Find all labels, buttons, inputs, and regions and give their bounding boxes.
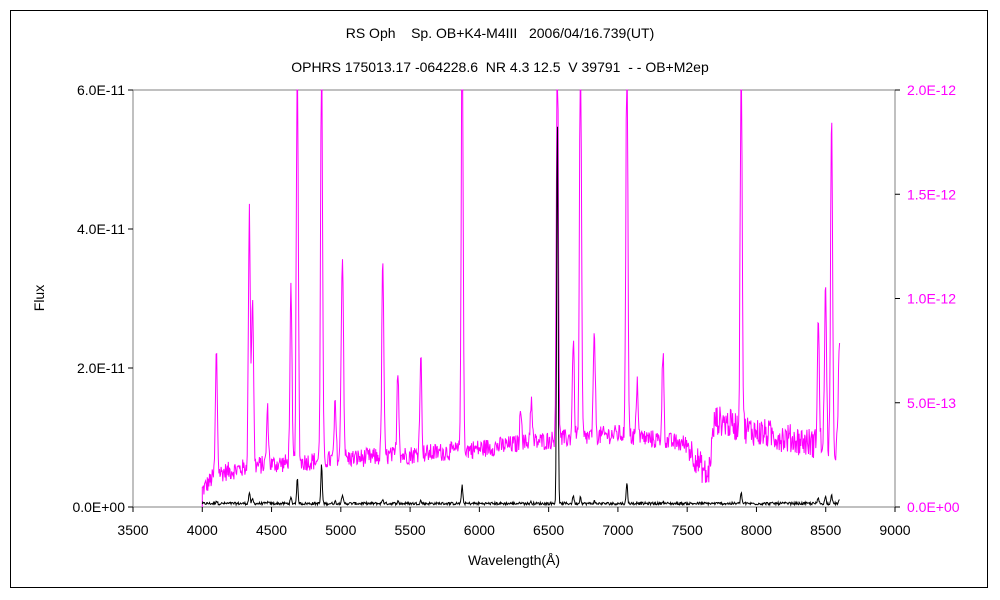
y-axis-label: Flux — [31, 285, 47, 311]
y-axis-left: 0.0E+00 2.0E-11 4.0E-11 6.0E-11 — [72, 82, 133, 515]
y-right-tick-label: 1.5E-12 — [907, 186, 956, 202]
y-axis-right: 0.0E+00 5.0E-13 1.0E-12 1.5E-12 2.0E-12 — [895, 82, 960, 515]
y-right-tick-label: 0.0E+00 — [907, 499, 960, 515]
x-tick-label: 7000 — [602, 522, 633, 538]
x-tick-label: 3500 — [117, 522, 148, 538]
x-tick-label: 5500 — [395, 522, 426, 538]
series-right-magenta — [201, 89, 841, 507]
y-left-tick-label: 0.0E+00 — [72, 499, 125, 515]
x-tick-label: 4000 — [187, 522, 218, 538]
x-tick-label: 5000 — [325, 522, 356, 538]
chart-subtitle: OPHRS 175013.17 -064228.6 NR 4.3 12.5 V … — [291, 59, 709, 75]
x-tick-label: 8000 — [741, 522, 772, 538]
chart-title: RS Oph Sp. OB+K4-M4III 2006/04/16.739(UT… — [345, 25, 655, 41]
y-right-tick-label: 5.0E-13 — [907, 395, 956, 411]
x-tick-label: 6500 — [533, 522, 564, 538]
y-left-tick-label: 4.0E-11 — [77, 221, 125, 237]
y-left-tick-label: 2.0E-11 — [77, 360, 125, 376]
y-left-tick-label: 6.0E-11 — [77, 82, 125, 98]
y-right-tick-label: 1.0E-12 — [907, 291, 956, 307]
x-tick-label: 4500 — [256, 522, 287, 538]
x-axis: 3500 4000 4500 5000 5500 6000 6500 7000 7500 8000… — [117, 507, 911, 538]
series-left-black — [201, 126, 840, 507]
x-tick-label: 7500 — [672, 522, 703, 538]
x-tick-label: 8500 — [810, 522, 841, 538]
x-axis-label: Wavelength(Å) — [468, 552, 560, 568]
x-tick-label: 9000 — [879, 522, 910, 538]
x-tick-label: 6000 — [464, 522, 495, 538]
y-right-tick-label: 2.0E-12 — [907, 82, 956, 98]
